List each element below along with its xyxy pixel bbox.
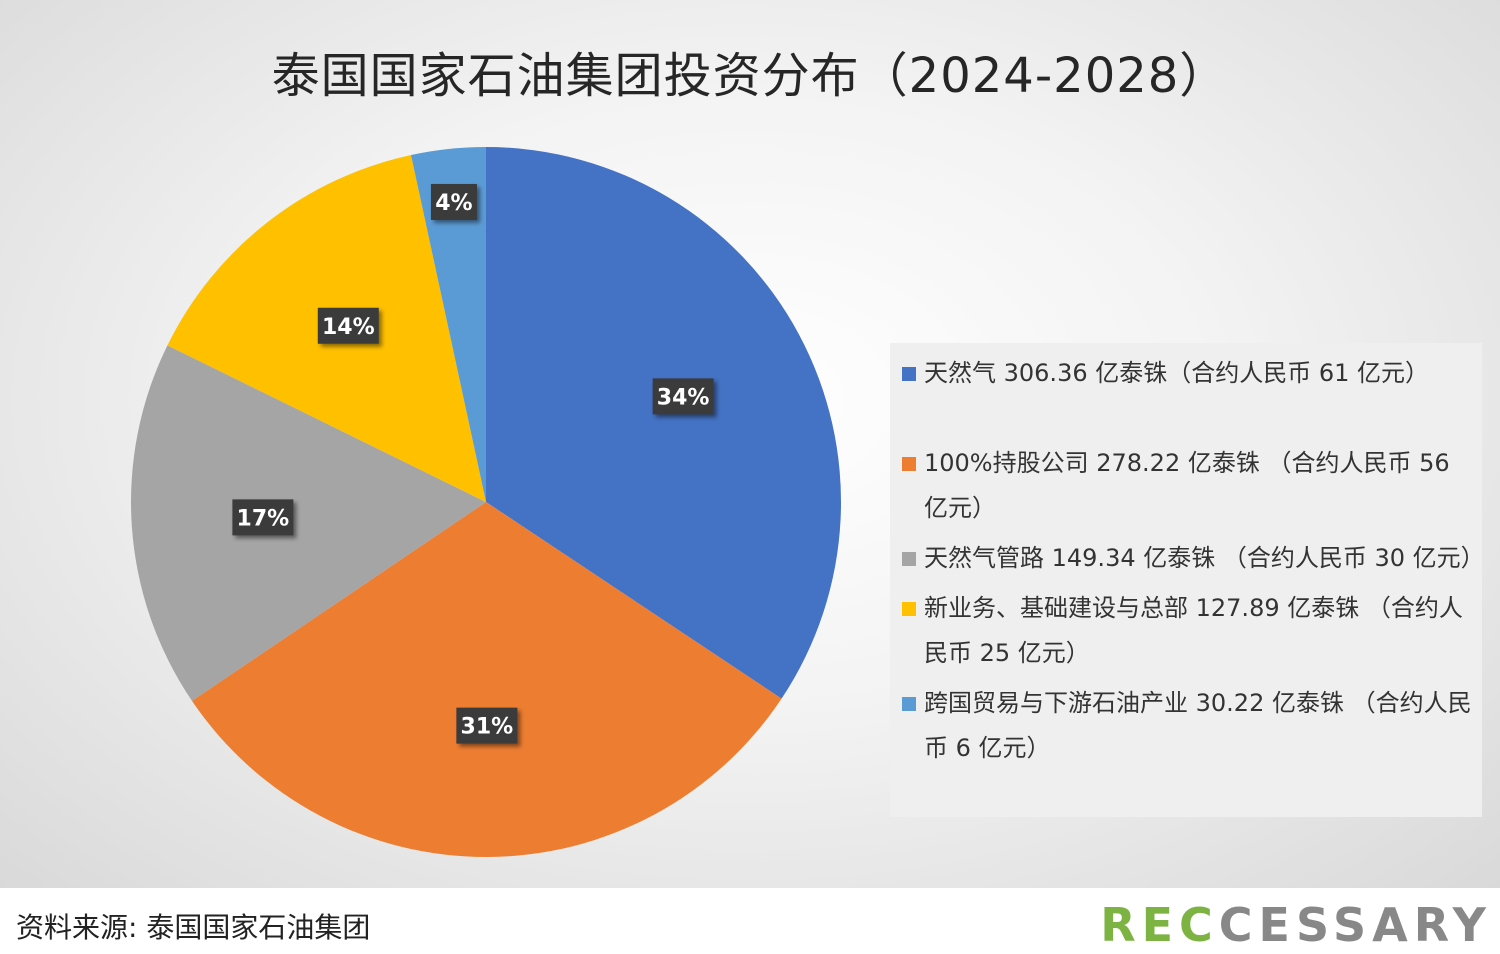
data-label-text: 17%: [237, 506, 290, 531]
data-label-text: 34%: [657, 385, 710, 410]
legend-swatch: [902, 697, 916, 711]
pie-slice: [191, 502, 782, 858]
data-label-box: [456, 707, 518, 744]
chart-title: 泰国国家石油集团投资分布（2024-2028）: [271, 48, 1229, 104]
pie-slice: [411, 147, 486, 502]
data-label-text: 14%: [322, 315, 375, 340]
legend-label: 天然气 306.36 亿泰铢（合约人民币 61 亿元）: [924, 359, 1430, 387]
legend-item: 天然气 306.36 亿泰铢（合约人民币 61 亿元）: [902, 351, 1474, 396]
legend-item: 跨国贸易与下游石油产业 30.22 亿泰铢 （合约人民币 6 亿元）: [902, 681, 1474, 771]
data-label: 31%: [456, 707, 518, 744]
data-label: 4%: [430, 183, 477, 220]
legend-swatch: [902, 367, 916, 381]
legend: 天然气 306.36 亿泰铢（合约人民币 61 亿元） 100%持股公司 278…: [890, 343, 1485, 817]
legend-swatch: [902, 457, 916, 471]
legend-item: 新业务、基础建设与总部 127.89 亿泰铢 （合约人民币 25 亿元）: [902, 586, 1474, 676]
legend-item: 天然气管路 149.34 亿泰铢 （合约人民币 30 亿元）: [902, 536, 1485, 581]
data-label-text: 4%: [435, 191, 472, 216]
data-label: 17%: [232, 499, 294, 536]
footer: 资料来源: 泰国国家石油集团 RECCESSARY: [0, 888, 1500, 954]
data-label-box: [430, 183, 477, 220]
data-label-box: [317, 307, 379, 344]
data-label-box: [652, 378, 714, 415]
pie-slice: [131, 345, 486, 701]
source-note: 资料来源: 泰国国家石油集团: [16, 911, 371, 944]
legend-label: 100%持股公司 278.22 亿泰铢 （合约人民币 56 亿元）: [924, 449, 1450, 522]
data-label-box: [232, 499, 294, 536]
pie-chart: 34% 31% 17% 14% 4%: [131, 147, 841, 858]
data-label-text: 31%: [461, 715, 514, 740]
chart-area: 泰国国家石油集团投资分布（2024-2028） 34% 31% 17% 14% 4% 天…: [0, 0, 1500, 888]
data-label: 14%: [317, 307, 379, 344]
legend-item: 100%持股公司 278.22 亿泰铢 （合约人民币 56 亿元）: [902, 441, 1474, 531]
legend-label: 跨国贸易与下游石油产业 30.22 亿泰铢 （合约人民币 6 亿元）: [924, 689, 1472, 762]
brand-logo: RECCESSARY: [1100, 898, 1492, 952]
logo-part-1: REC: [1100, 898, 1219, 952]
legend-label: 新业务、基础建设与总部 127.89 亿泰铢 （合约人民币 25 亿元）: [924, 594, 1463, 667]
legend-swatch: [902, 552, 916, 566]
legend-swatch: [902, 602, 916, 616]
data-label: 34%: [652, 378, 714, 415]
pie-slice: [486, 147, 841, 699]
logo-part-2: CESSARY: [1218, 898, 1492, 952]
legend-label: 天然气管路 149.34 亿泰铢 （合约人民币 30 亿元）: [924, 544, 1485, 572]
